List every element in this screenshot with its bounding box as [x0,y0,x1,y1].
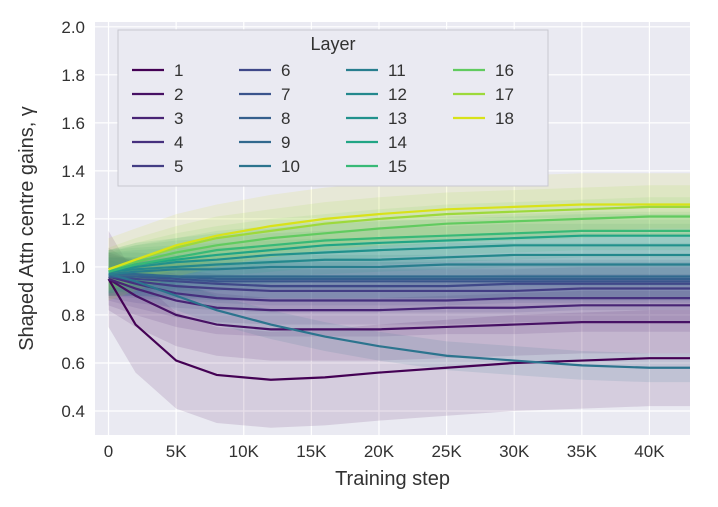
y-tick-label: 1.6 [61,114,85,133]
legend-label: 17 [495,85,514,104]
legend-label: 10 [281,157,300,176]
legend-label: 3 [174,109,183,128]
x-tick-label: 35K [567,442,598,461]
legend-label: 6 [281,61,290,80]
legend-label: 5 [174,157,183,176]
x-tick-label: 10K [229,442,260,461]
y-tick-label: 0.4 [61,402,85,421]
y-tick-label: 1.2 [61,210,85,229]
legend-label: 16 [495,61,514,80]
legend-label: 7 [281,85,290,104]
x-tick-label: 0 [104,442,113,461]
legend-label: 8 [281,109,290,128]
legend-label: 15 [388,157,407,176]
legend-label: 9 [281,133,290,152]
legend-label: 11 [388,61,406,80]
x-tick-label: 40K [634,442,665,461]
x-tick-label: 25K [431,442,462,461]
y-tick-label: 2.0 [61,18,85,37]
x-tick-label: 15K [296,442,327,461]
x-tick-label: 20K [364,442,395,461]
y-tick-label: 1.8 [61,66,85,85]
chart-container: { "chart": { "type": "line", "width": 71… [0,0,718,507]
legend-label: 12 [388,85,407,104]
x-axis-label: Training step [335,468,450,490]
y-tick-label: 1.0 [61,258,85,277]
y-axis-label: Shaped Attn centre gains, γ [16,106,38,351]
x-tick-label: 30K [499,442,530,461]
legend-label: 2 [174,85,183,104]
legend-label: 18 [495,109,514,128]
legend-title: Layer [310,34,355,54]
y-tick-label: 1.4 [61,162,85,181]
y-tick-label: 0.8 [61,306,85,325]
x-tick-label: 5K [166,442,187,461]
legend-label: 1 [174,61,183,80]
y-tick-label: 0.6 [61,354,85,373]
legend-label: 14 [388,133,407,152]
line-chart: 0 5K 10K 15K 20K 25K 30K 35K 40K 0.4 0.6 0.8 1.0 1.2 1… [0,0,718,507]
legend-label: 4 [174,133,183,152]
legend-label: 13 [388,109,407,128]
